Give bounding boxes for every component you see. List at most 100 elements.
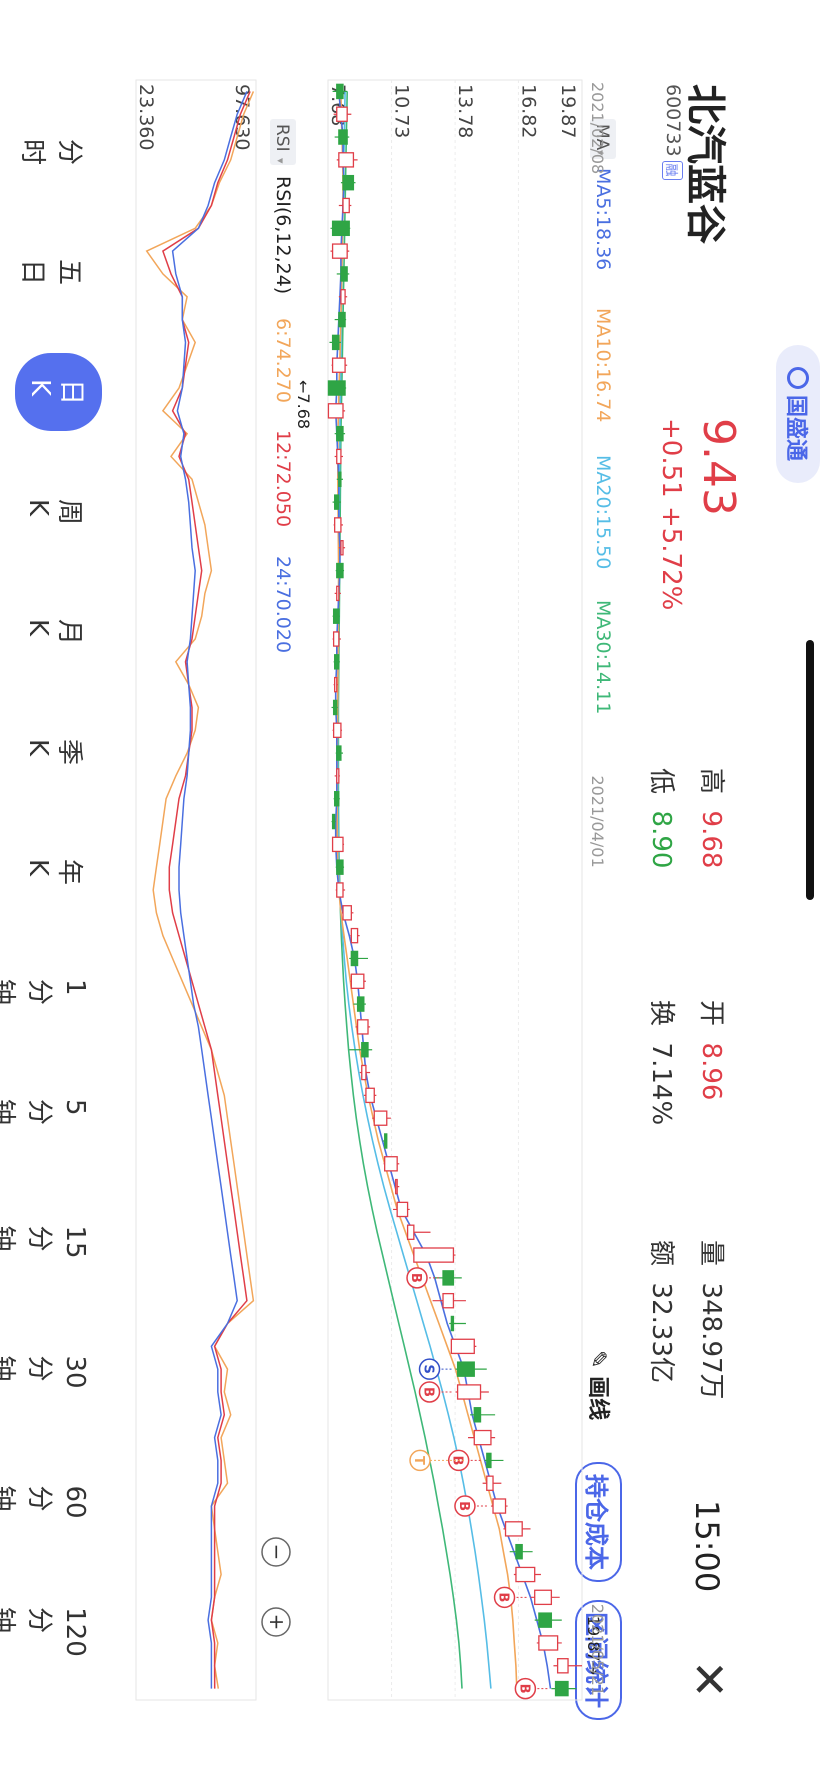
ma-selector-caret: ▾ <box>594 150 607 156</box>
candle-up <box>553 1658 582 1674</box>
trade-markers: B S B B T B B B <box>406 1267 548 1700</box>
ma5-legend: MA5:18.36 <box>592 168 614 270</box>
ma-selector[interactable]: MA <box>592 124 612 151</box>
tab-60分钟[interactable]: 60分钟 <box>0 1485 90 1519</box>
candle-up <box>455 1384 489 1400</box>
candle-up <box>395 1178 400 1195</box>
min-price-label: ←7.68 <box>294 380 313 429</box>
candle-body <box>327 403 344 419</box>
trade-marker-b: B <box>514 1677 548 1700</box>
date-label: 2021/04/01 <box>588 775 607 867</box>
stat-turnover-value: 7.14% <box>646 1042 676 1126</box>
candle-down <box>382 1133 388 1149</box>
candle-up <box>359 1064 371 1081</box>
candle-up <box>333 106 352 122</box>
kline-chart[interactable]: MA ▾ MA5:18.36 MA10:16.74 MA20:15.50 MA3… <box>98 0 628 1792</box>
tab-日K[interactable]: 日K <box>15 352 102 432</box>
candle-body <box>331 813 336 830</box>
candle-body <box>334 791 340 807</box>
candle-up <box>355 1019 371 1035</box>
candle-down <box>335 745 344 761</box>
zoom-in-button[interactable]: + <box>261 1607 291 1637</box>
date-label: 2021/05/21 <box>588 1604 607 1696</box>
app-logo-icon <box>787 366 809 389</box>
candle-body <box>338 129 348 145</box>
candle-down <box>333 791 340 807</box>
candle-body <box>473 1407 482 1423</box>
candle-body <box>336 882 344 898</box>
extreme-labels: 19.87→ ←7.68 <box>294 380 603 1675</box>
candle-body <box>456 1361 475 1377</box>
rsi-tick-label: 23.360 <box>135 84 157 150</box>
ma30-legend: MA30:14.11 <box>592 600 614 714</box>
tab-年K[interactable]: 年K <box>23 858 84 886</box>
rsi-line-6 <box>145 91 255 1689</box>
rsi-selector[interactable]: RSI <box>272 124 292 152</box>
tab-月K[interactable]: 月K <box>23 618 84 646</box>
stat-volume-label: 量 <box>696 1240 726 1267</box>
candle-body <box>331 836 344 853</box>
close-icon[interactable]: ✕ <box>682 1660 736 1699</box>
tab-五日[interactable]: 五日 <box>17 258 84 286</box>
candle-body <box>395 1178 398 1195</box>
candle-down <box>336 471 344 488</box>
candle-body <box>336 106 348 122</box>
candle-up <box>490 1498 508 1514</box>
candle-up <box>332 631 341 647</box>
stat-high-label: 高 <box>696 768 726 795</box>
rsi-legend: RSI ▾ RSI(6,12,24) 6:74.270 12:72.050 24… <box>270 119 296 653</box>
tab-分时[interactable]: 分时 <box>17 138 84 166</box>
candle-up <box>338 540 346 556</box>
rsi-tick-label: 97.630 <box>231 84 253 150</box>
stat-turnover: 换 7.14% <box>645 1000 682 1125</box>
marker-circle <box>418 1358 441 1380</box>
candle-down <box>509 1543 533 1560</box>
trade-marker-b: B <box>447 1449 481 1472</box>
tab-周K[interactable]: 周K <box>23 498 84 526</box>
candle-body <box>356 996 365 1012</box>
candle-body <box>538 1612 553 1628</box>
candle-body <box>334 517 342 533</box>
rsi-line-24 <box>171 91 248 1689</box>
stat-high: 高 9.68 <box>695 768 732 868</box>
tab-15分钟[interactable]: 15分钟 <box>0 1225 90 1259</box>
candle-body <box>336 768 340 784</box>
candle-body <box>331 220 350 237</box>
candle-down <box>551 1680 577 1697</box>
candle-body <box>515 1566 536 1583</box>
candle-body <box>332 699 338 716</box>
current-price: 9.43 <box>693 418 744 516</box>
zoom-out-button[interactable]: − <box>261 1537 291 1567</box>
candle-body <box>554 1680 569 1697</box>
tab-5分钟[interactable]: 5分钟 <box>0 1099 90 1126</box>
candle-body <box>442 1292 455 1309</box>
tab-120分钟[interactable]: 120分钟 <box>0 1607 90 1657</box>
marker-circle <box>409 1449 431 1472</box>
candle-body <box>450 1338 475 1355</box>
stock-code-row: 600733 融 <box>662 84 684 180</box>
candle-down <box>332 83 348 100</box>
quote-time: 15:00 <box>688 1500 726 1593</box>
candle-up <box>536 1635 562 1651</box>
candle-body <box>361 1064 367 1081</box>
app-badge: 国盛通 <box>776 345 820 483</box>
tab-季K[interactable]: 季K <box>23 738 84 766</box>
candle-up <box>513 1566 541 1583</box>
marker-circle <box>406 1267 428 1289</box>
candle-down <box>340 174 356 191</box>
candle-down <box>484 1452 504 1469</box>
candle-body <box>340 289 346 305</box>
ma10-legend: MA10:16.74 <box>592 308 614 422</box>
candle-down <box>333 654 340 670</box>
rsi12-legend: 12:72.050 <box>272 430 294 527</box>
candle-up <box>413 1247 456 1263</box>
candle-body <box>350 973 365 989</box>
candle-body <box>456 1384 482 1400</box>
candle-up <box>334 585 341 602</box>
candle-up <box>331 836 345 853</box>
rsi24-legend: 24:70.020 <box>272 556 294 653</box>
candle-body <box>332 608 340 624</box>
tab-1分钟[interactable]: 1分钟 <box>0 979 90 1006</box>
tab-30分钟[interactable]: 30分钟 <box>0 1355 90 1389</box>
candle-up <box>383 1156 400 1172</box>
